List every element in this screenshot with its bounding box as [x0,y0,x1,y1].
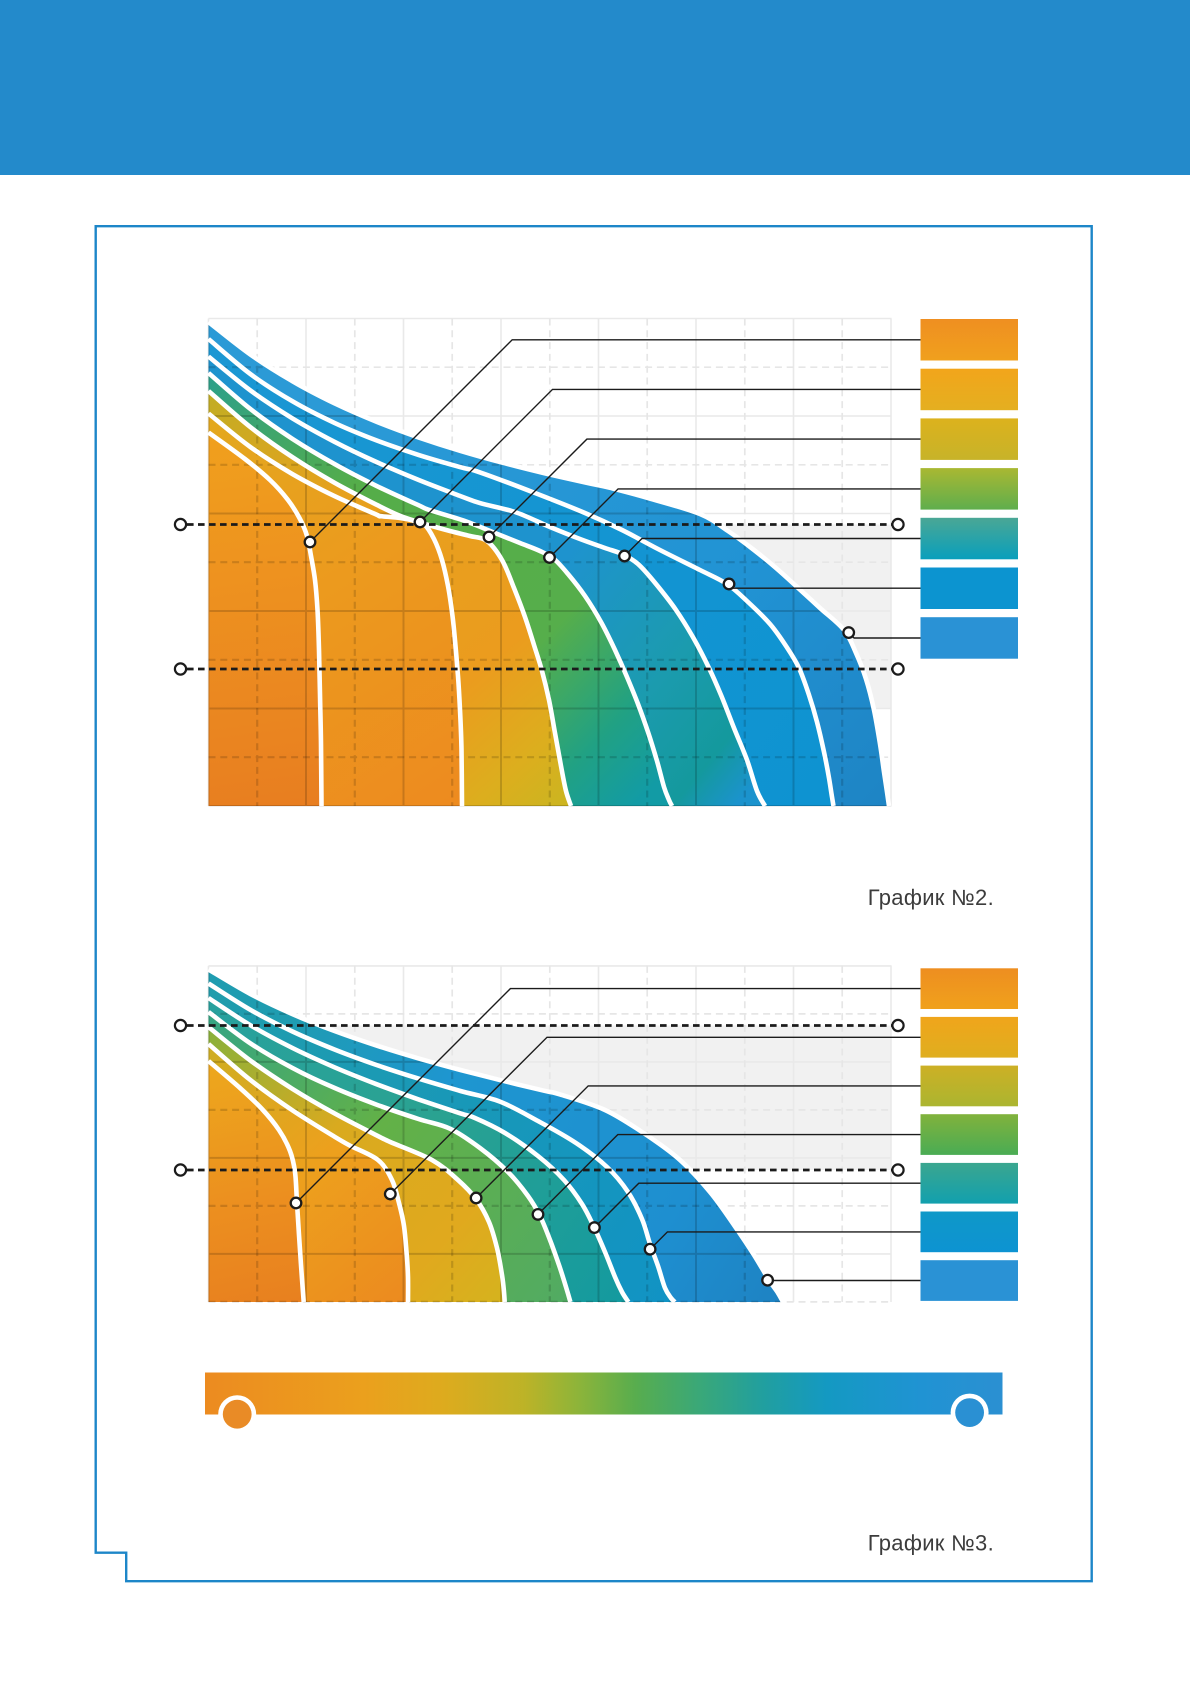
svg-text:График №2.: График №2. [868,885,994,910]
svg-text:График №3.: График №3. [868,1531,994,1556]
